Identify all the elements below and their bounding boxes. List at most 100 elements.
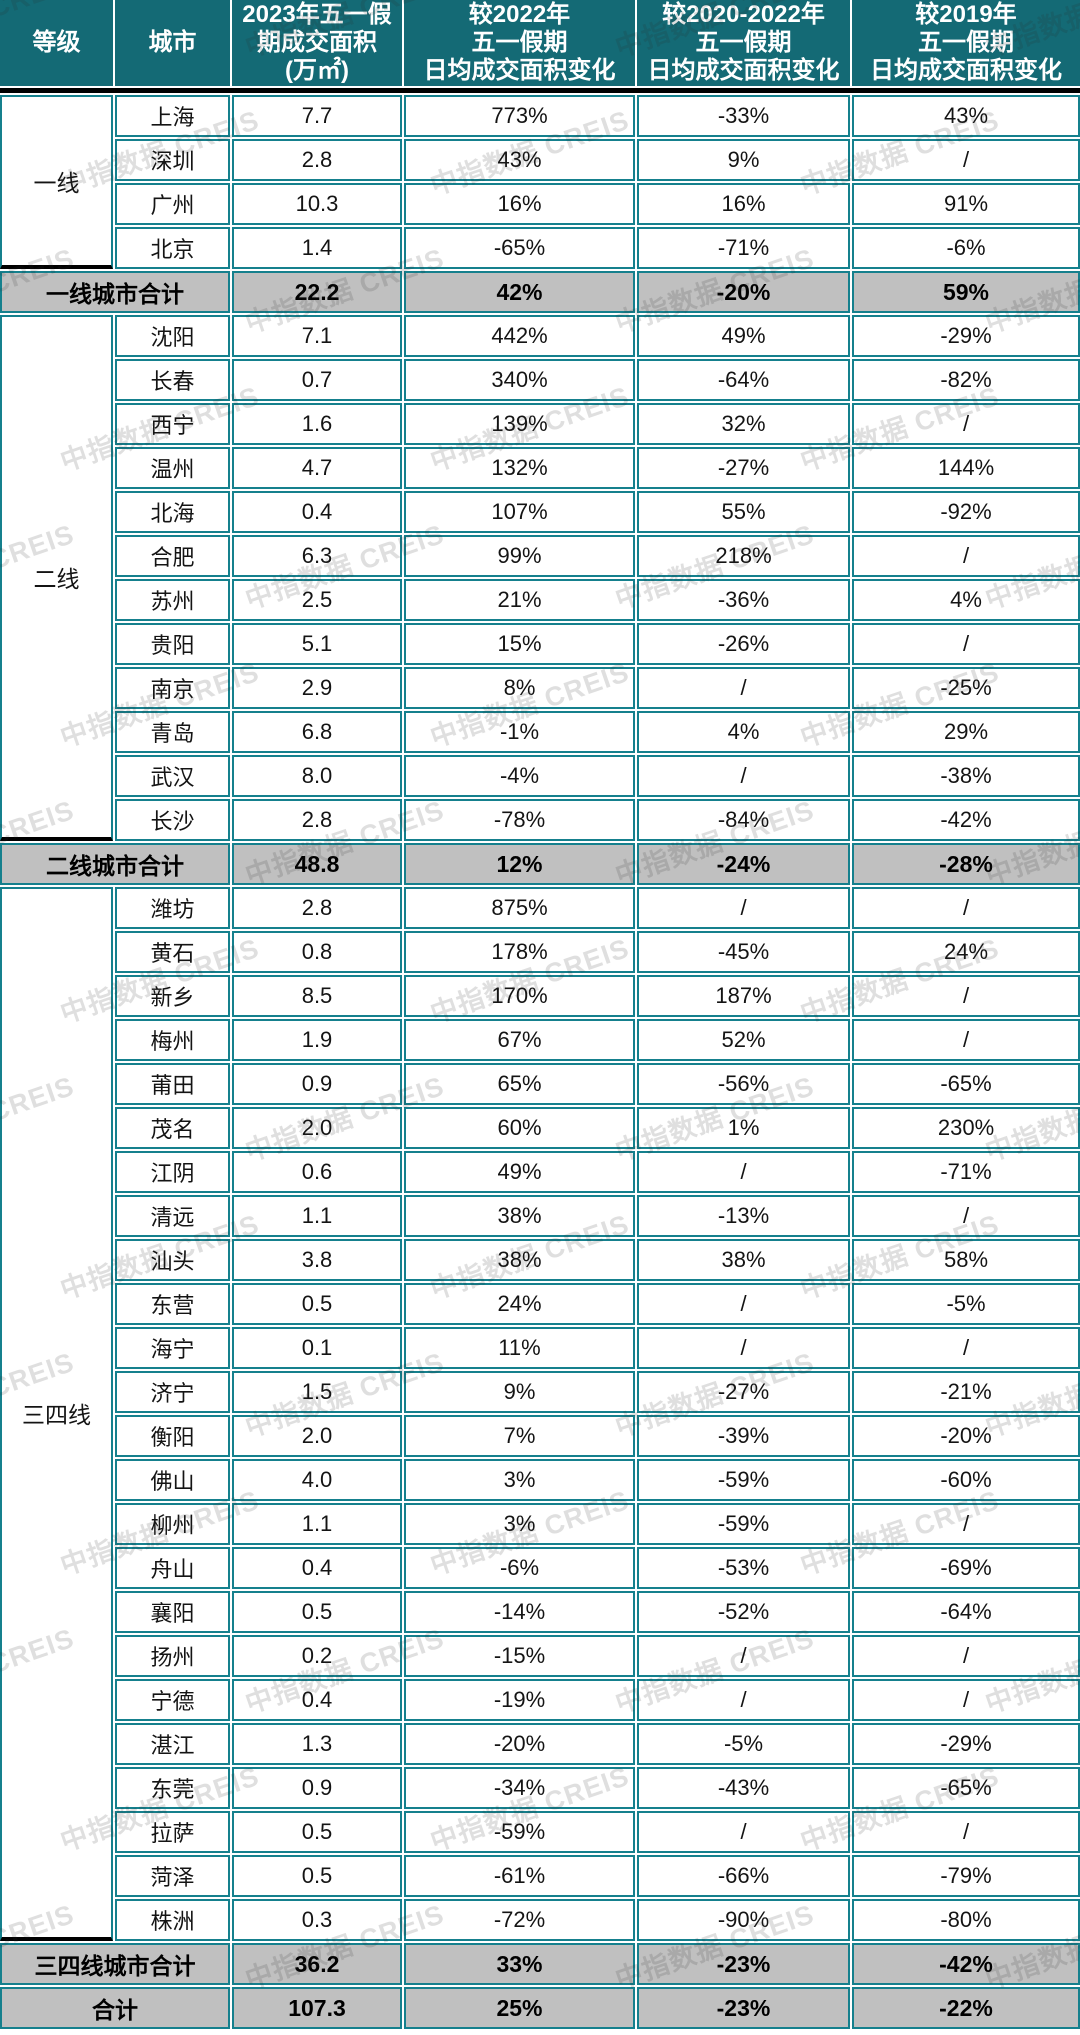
city-cell: 汕头 (115, 1239, 230, 1281)
summary-row: 一线城市合计 22.2 42% -20% 59% (0, 271, 1080, 313)
value-cell: 52% (637, 1019, 850, 1061)
city-cell: 长沙 (115, 799, 230, 841)
table-row: 西宁 1.6 139% 32% / (0, 403, 1080, 445)
value-cell: 1.3 (232, 1723, 402, 1765)
city-cell: 湛江 (115, 1723, 230, 1765)
value-cell: 1.9 (232, 1019, 402, 1061)
value-cell: 0.4 (232, 491, 402, 533)
value-cell: 43% (852, 95, 1080, 137)
city-cell: 潍坊 (115, 887, 230, 929)
value-cell: 24% (404, 1283, 635, 1325)
city-cell: 北京 (115, 227, 230, 269)
city-cell: 新乡 (115, 975, 230, 1017)
value-cell: 0.5 (232, 1283, 402, 1325)
value-cell: / (637, 1283, 850, 1325)
header-cell-area-2023: 2023年五一假 期成交面积 (万㎡) (232, 0, 402, 86)
city-cell: 北海 (115, 491, 230, 533)
table-row: 二线 沈阳 7.1 442% 49% -29% (0, 315, 1080, 841)
value-cell: 38% (404, 1195, 635, 1237)
table-row: 东莞 0.9 -34% -43% -65% (0, 1767, 1080, 1809)
table-row: 清远 1.1 38% -13% / (0, 1195, 1080, 1237)
city-cell: 东营 (115, 1283, 230, 1325)
value-cell: / (637, 755, 850, 797)
city-cell: 温州 (115, 447, 230, 489)
value-cell: -59% (637, 1459, 850, 1501)
city-cell: 黄石 (115, 931, 230, 973)
city-cell: 西宁 (115, 403, 230, 445)
value-cell: 0.7 (232, 359, 402, 401)
value-cell: -5% (637, 1723, 850, 1765)
value-cell: -29% (852, 1723, 1080, 1765)
value-cell: 9% (637, 139, 850, 181)
value-cell: 6.3 (232, 535, 402, 577)
table-row: 梅州 1.9 67% 52% / (0, 1019, 1080, 1061)
value-cell: -34% (404, 1767, 635, 1809)
value-cell: -14% (404, 1591, 635, 1633)
value-cell: 2.8 (232, 799, 402, 841)
value-cell: -29% (852, 315, 1080, 357)
table-row: 拉萨 0.5 -59% / / (0, 1811, 1080, 1853)
value-cell: 0.6 (232, 1151, 402, 1193)
value-cell: -27% (637, 1371, 850, 1413)
value-cell: 4% (852, 579, 1080, 621)
summary-row: 三四线城市合计 36.2 33% -23% -42% (0, 1943, 1080, 1985)
table-row: 湛江 1.3 -20% -5% -29% (0, 1723, 1080, 1765)
summary-value-cell: 48.8 (232, 843, 402, 885)
value-cell: / (637, 1327, 850, 1369)
value-cell: -4% (404, 755, 635, 797)
value-cell: -13% (637, 1195, 850, 1237)
header-row: 等级 城市 2023年五一假 期成交面积 (万㎡) 较2022年 五一假期 日均… (0, 0, 1080, 86)
value-cell: 170% (404, 975, 635, 1017)
value-cell: 2.8 (232, 139, 402, 181)
value-cell: 49% (404, 1151, 635, 1193)
tier-cell: 二线 (0, 315, 113, 841)
value-cell: 3% (404, 1459, 635, 1501)
summary-value-cell: 36.2 (232, 1943, 402, 1985)
city-cell: 合肥 (115, 535, 230, 577)
value-cell: / (852, 975, 1080, 1017)
value-cell: -65% (404, 227, 635, 269)
city-cell: 扬州 (115, 1635, 230, 1677)
city-cell: 济宁 (115, 1371, 230, 1413)
value-cell: 67% (404, 1019, 635, 1061)
table-row: 广州 10.3 16% 16% 91% (0, 183, 1080, 225)
value-cell: 21% (404, 579, 635, 621)
summary-value-cell: -20% (637, 271, 850, 313)
value-cell: -36% (637, 579, 850, 621)
value-cell: 11% (404, 1327, 635, 1369)
summary-value-cell: 59% (852, 271, 1080, 313)
value-cell: 9% (404, 1371, 635, 1413)
table-row: 黄石 0.8 178% -45% 24% (0, 931, 1080, 973)
table-row: 莆田 0.9 65% -56% -65% (0, 1063, 1080, 1105)
value-cell: 1.4 (232, 227, 402, 269)
value-cell: 0.3 (232, 1899, 402, 1941)
table-row: 新乡 8.5 170% 187% / (0, 975, 1080, 1017)
table-row: 江阴 0.6 49% / -71% (0, 1151, 1080, 1193)
city-cell: 贵阳 (115, 623, 230, 665)
value-cell: -15% (404, 1635, 635, 1677)
value-cell: 16% (404, 183, 635, 225)
header-cell-tier: 等级 (0, 0, 113, 86)
value-cell: 178% (404, 931, 635, 973)
summary-value-cell: 12% (404, 843, 635, 885)
value-cell: -79% (852, 1855, 1080, 1897)
header-cell-vs-2020-22: 较2020-2022年 五一假期 日均成交面积变化 (637, 0, 850, 86)
value-cell: / (852, 535, 1080, 577)
value-cell: 0.5 (232, 1855, 402, 1897)
value-cell: -65% (852, 1063, 1080, 1105)
table-row: 深圳 2.8 43% 9% / (0, 139, 1080, 181)
value-cell: -5% (852, 1283, 1080, 1325)
value-cell: 38% (637, 1239, 850, 1281)
table-body: 一线 上海 7.7 773% -33% 43% 深圳 2.8 43% 9% / 广州 10.3 16% 16… (0, 88, 1080, 2029)
value-cell: -33% (637, 95, 850, 137)
total-row: 合计 107.3 25% -23% -22% (0, 1987, 1080, 2029)
value-cell: 0.4 (232, 1547, 402, 1589)
value-cell: 1% (637, 1107, 850, 1149)
header-cell-city: 城市 (115, 0, 230, 86)
summary-value-cell: 42% (404, 271, 635, 313)
summary-value-cell: -42% (852, 1943, 1080, 1985)
value-cell: 0.1 (232, 1327, 402, 1369)
summary-value-cell: -24% (637, 843, 850, 885)
value-cell: 4.7 (232, 447, 402, 489)
